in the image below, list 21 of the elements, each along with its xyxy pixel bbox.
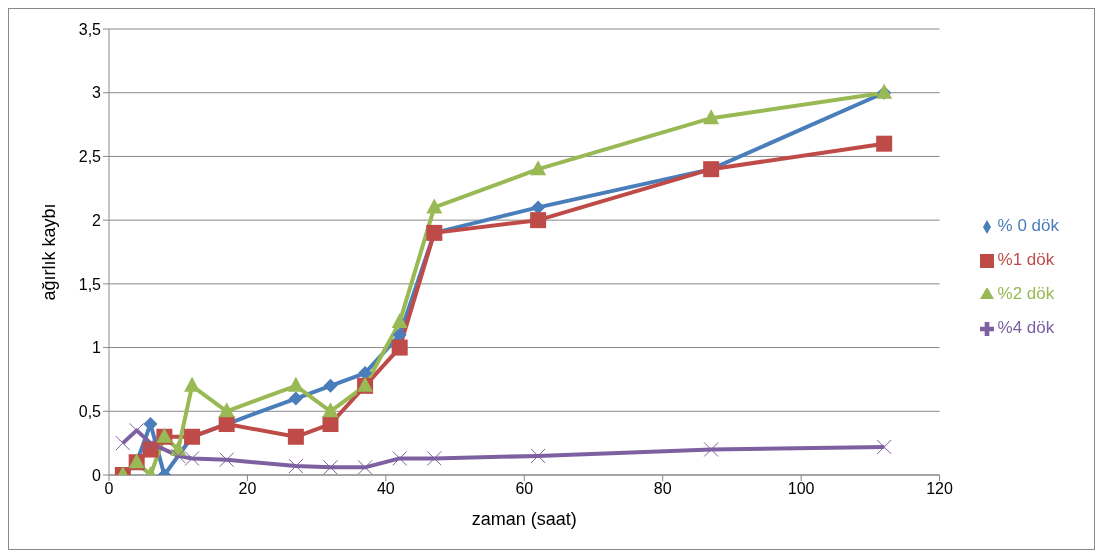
y-tick-label: 0,5 [78, 402, 102, 420]
y-tick-label: 2 [92, 211, 102, 229]
legend-label: %1 dök [997, 250, 1055, 269]
y-tick-label: 3,5 [78, 20, 102, 38]
x-tick-label: 0 [104, 480, 114, 498]
y-tick-label: 0 [92, 466, 102, 484]
x-tick-label: 20 [238, 480, 257, 498]
x-axis-title: zaman (saat) [471, 509, 577, 529]
x-tick-label: 100 [787, 480, 815, 498]
x-tick-label: 120 [926, 480, 954, 498]
y-tick-label: 1 [92, 339, 102, 357]
y-axis-title: ağırlık kaybı [39, 203, 60, 301]
legend-label: %2 dök [997, 284, 1055, 303]
x-tick-label: 80 [653, 480, 672, 498]
legend-label: % 0 dök [997, 216, 1059, 235]
x-tick-label: 60 [515, 480, 534, 498]
x-tick-label: 40 [376, 480, 395, 498]
legend-label: %4 dök [997, 318, 1055, 337]
y-tick-label: 1,5 [78, 275, 102, 293]
y-tick-label: 3 [92, 84, 102, 102]
y-tick-label: 2,5 [78, 148, 102, 166]
